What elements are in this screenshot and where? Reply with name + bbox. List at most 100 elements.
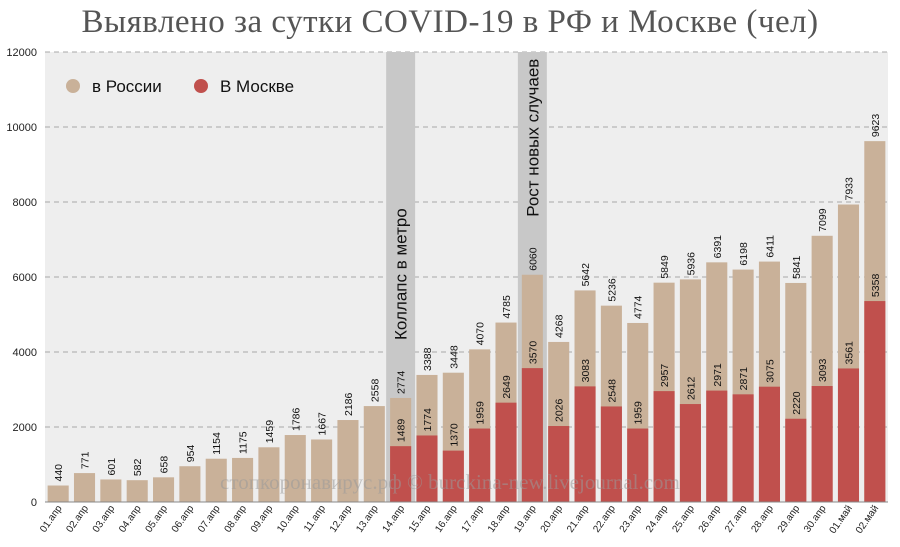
data-label-russia: 3448 <box>448 345 460 369</box>
x-tick-label: 10.апр <box>275 503 302 535</box>
bar-russia <box>100 479 122 502</box>
bar-russia <box>126 480 148 502</box>
x-tick-label: 04.апр <box>117 503 144 535</box>
data-label-russia: 440 <box>53 464 65 482</box>
x-tick-label: 16.апр <box>433 503 460 535</box>
y-tick-label: 6000 <box>13 272 37 284</box>
data-label-russia: 1459 <box>264 420 276 444</box>
x-tick-label: 09.апр <box>249 503 276 535</box>
bar-russia <box>47 485 69 502</box>
data-label-russia: 4268 <box>554 314 566 338</box>
x-tick-label: 25.апр <box>670 503 697 535</box>
data-label-russia: 5642 <box>580 263 592 287</box>
data-label-russia: 2186 <box>343 393 355 417</box>
bar-russia <box>232 457 254 502</box>
bar-moscow <box>469 428 491 502</box>
data-label-russia: 4774 <box>633 295 645 319</box>
bar-moscow <box>416 435 438 502</box>
legend-marker-russia <box>66 79 80 93</box>
data-label-russia: 2558 <box>369 379 381 403</box>
bar-moscow <box>837 368 860 502</box>
bar-moscow <box>600 406 622 502</box>
data-label-moscow: 2957 <box>659 364 671 388</box>
x-tick-label: 05.апр <box>144 503 171 535</box>
data-label-moscow: 2649 <box>501 375 513 399</box>
data-label-russia: 6391 <box>712 235 724 259</box>
data-label-russia: 954 <box>185 445 197 463</box>
x-tick-label: 22.апр <box>591 503 618 535</box>
x-tick-label: 18.апр <box>486 503 513 535</box>
y-tick-label: 10000 <box>6 122 37 134</box>
bar-moscow <box>548 426 570 502</box>
data-label-russia: 7099 <box>817 208 829 232</box>
y-tick-label: 12000 <box>6 47 37 59</box>
data-label-moscow: 2548 <box>606 379 618 403</box>
data-label-russia: 771 <box>80 451 92 469</box>
data-label-moscow: 1774 <box>422 408 434 432</box>
data-label-russia: 1786 <box>290 408 302 432</box>
data-label-moscow: 1370 <box>448 423 460 447</box>
data-label-russia: 6411 <box>764 235 776 258</box>
bar-russia <box>205 458 227 502</box>
data-label-moscow: 3093 <box>817 358 829 382</box>
data-label-russia: 4070 <box>475 322 487 346</box>
data-label-russia: 9623 <box>870 114 882 138</box>
data-label-russia: 5841 <box>791 255 803 279</box>
legend-marker-moscow <box>194 79 208 93</box>
x-tick-label: 19.апр <box>512 503 539 535</box>
bar-russia <box>258 447 280 502</box>
bar-russia <box>311 439 333 502</box>
bar-russia <box>337 420 359 502</box>
x-tick-label: 15.апр <box>407 503 434 535</box>
bar-russia <box>153 477 175 502</box>
bar-moscow <box>495 402 517 502</box>
data-label-russia: 6060 <box>527 247 539 271</box>
data-label-russia: 5236 <box>606 278 618 302</box>
data-label-moscow: 5358 <box>870 274 882 298</box>
bar-moscow <box>574 386 596 502</box>
data-label-moscow: 3075 <box>764 359 776 383</box>
legend-label-russia: в России <box>92 77 162 96</box>
data-label-russia: 1175 <box>238 431 250 454</box>
y-tick-label: 0 <box>31 497 37 509</box>
x-tick-label: 28.апр <box>749 503 776 535</box>
annotation-label: Рост новых случаев <box>523 59 542 217</box>
data-label-russia: 1667 <box>317 412 329 436</box>
bar-moscow <box>653 391 675 502</box>
x-tick-label: 11.апр <box>302 503 328 534</box>
data-label-russia: 3388 <box>422 347 434 371</box>
data-label-moscow: 3561 <box>843 341 855 365</box>
bar-moscow <box>864 301 886 502</box>
data-label-moscow: 1489 <box>396 419 408 443</box>
data-label-moscow: 3083 <box>580 359 592 383</box>
annotation-label: Коллапс в метро <box>392 208 411 340</box>
x-tick-label: 13.апр <box>354 503 381 535</box>
y-tick-label: 2000 <box>13 422 37 434</box>
data-label-moscow: 2971 <box>712 363 724 387</box>
x-tick-label: 01.апр <box>38 503 65 535</box>
bar-russia <box>284 435 306 502</box>
legend-label-moscow: В Москве <box>220 77 294 96</box>
data-label-moscow: 1959 <box>633 401 645 425</box>
data-label-moscow: 3570 <box>527 341 539 365</box>
bar-moscow <box>758 386 780 502</box>
bar-russia <box>73 473 96 502</box>
bar-moscow <box>627 428 649 502</box>
bar-moscow <box>732 394 754 502</box>
data-label-russia: 4785 <box>501 295 513 319</box>
data-label-russia: 2774 <box>396 370 408 394</box>
x-tick-label: 29.апр <box>776 503 803 535</box>
x-tick-label: 26.апр <box>697 503 724 535</box>
x-tick-label: 17.апр <box>460 503 487 535</box>
x-tick-label: 08.апр <box>223 503 250 535</box>
x-tick-label: 06.апр <box>170 503 197 535</box>
data-label-moscow: 2026 <box>554 399 566 423</box>
bar-moscow <box>390 446 412 502</box>
bar-moscow <box>521 368 543 502</box>
bar-moscow <box>679 404 701 502</box>
x-tick-label: 02.апр <box>64 503 91 535</box>
data-label-russia: 5936 <box>685 252 697 276</box>
bar-moscow <box>811 386 833 502</box>
